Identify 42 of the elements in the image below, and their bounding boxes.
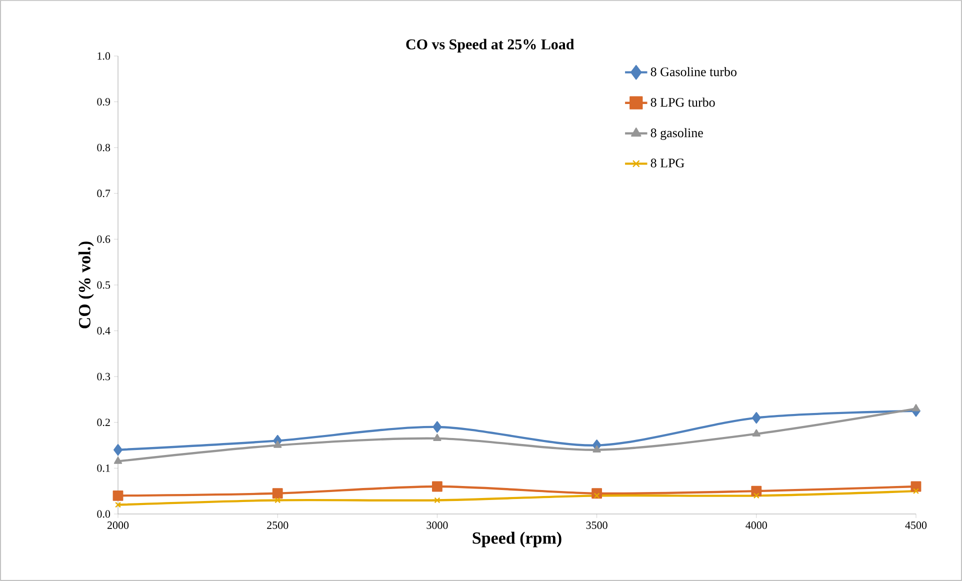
point — [432, 421, 442, 433]
x-tick-label: 3000 — [426, 522, 448, 529]
chart-title: CO vs Speed at 25% Load — [406, 38, 574, 52]
legend-label: 8 LPG turbo — [650, 98, 715, 107]
point — [272, 488, 283, 499]
point — [114, 456, 122, 464]
x-tick-label: 2000 — [107, 522, 129, 529]
y-tick-label: 0.2 — [97, 418, 110, 426]
point — [592, 445, 601, 452]
y-tick-label: 0.4 — [97, 327, 110, 335]
point — [753, 492, 760, 499]
point — [112, 490, 124, 501]
x-tick-label: 4000 — [746, 522, 767, 529]
point — [274, 440, 282, 448]
point — [752, 429, 760, 436]
x-tick-label: 2500 — [267, 522, 288, 529]
y-tick-label: 0.5 — [97, 281, 110, 289]
legend-label: 8 LPG — [650, 158, 684, 168]
y-axis-title: CO (% vol.) — [78, 242, 94, 328]
x-tick-label: 3500 — [586, 522, 608, 529]
legend-label: 8 Gasoline turbo — [650, 67, 736, 76]
point — [114, 444, 123, 456]
x-tick-label: 4500 — [905, 522, 927, 529]
y-tick-label: 0.0 — [97, 510, 110, 518]
y-tick-label: 0.6 — [97, 235, 110, 243]
x-axis-title: Speed (rpm) — [472, 532, 562, 548]
point — [912, 488, 919, 494]
point — [432, 481, 442, 492]
point — [752, 412, 761, 424]
point — [115, 502, 122, 508]
y-tick-label: 0.1 — [97, 464, 110, 472]
y-tick-label: 0.9 — [97, 98, 110, 106]
y-tick-label: 0.7 — [97, 190, 110, 198]
y-tick-label: 1.0 — [98, 52, 110, 60]
point — [594, 492, 600, 499]
y-tick-label: 0.3 — [97, 372, 110, 380]
point — [274, 497, 281, 504]
point — [433, 434, 442, 442]
point — [434, 497, 440, 504]
legend-label: 8 gasoline — [650, 128, 703, 140]
y-tick-label: 0.8 — [97, 144, 110, 152]
point — [912, 404, 920, 412]
